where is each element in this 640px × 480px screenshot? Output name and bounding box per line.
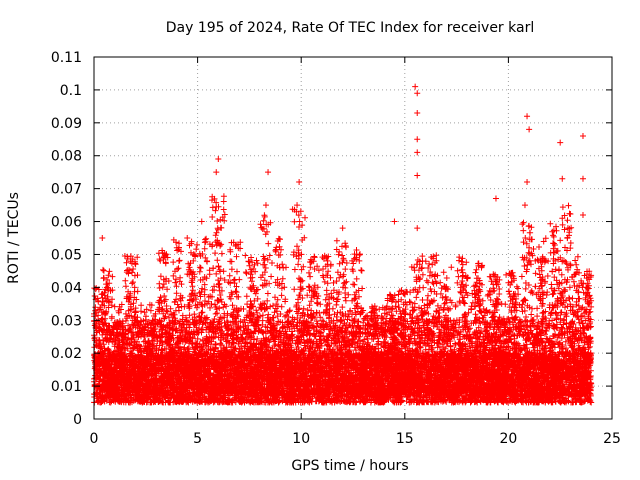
outlier-point — [414, 90, 421, 97]
chart-title: Day 195 of 2024, Rate Of TEC Index for r… — [166, 20, 534, 36]
outlier-point — [198, 218, 205, 225]
outlier-point — [557, 139, 564, 146]
y-tick-label: 0.05 — [51, 247, 82, 263]
outlier-point — [579, 132, 586, 139]
outlier-point — [414, 149, 421, 156]
y-tick-label: 0.1 — [60, 83, 82, 99]
outlier-point — [414, 136, 421, 143]
y-tick-label: 0.04 — [51, 280, 82, 296]
outlier-point — [262, 202, 269, 209]
y-tick-label: 0.11 — [51, 50, 82, 66]
grid-lines — [94, 57, 612, 419]
y-tick-label: 0.08 — [51, 149, 82, 165]
axis-ticks — [93, 56, 613, 420]
outlier-point — [414, 225, 421, 232]
x-tick-label: 25 — [603, 431, 621, 447]
outlier-point — [521, 202, 528, 209]
outlier-point — [339, 225, 346, 232]
y-tick-label: 0.07 — [51, 182, 82, 198]
outlier-point — [524, 179, 531, 186]
y-axis-tick-labels: 0 0.01 0.02 0.03 0.04 0.05 0.06 0.07 0.08 0.09 0.1… — [51, 50, 82, 428]
x-tick-label: 5 — [193, 431, 202, 447]
x-tick-label: 0 — [90, 431, 99, 447]
outlier-point — [526, 126, 533, 133]
y-tick-label: 0.03 — [51, 313, 82, 329]
plot-frame — [93, 56, 613, 420]
outlier-point — [391, 218, 398, 225]
data-points — [91, 83, 595, 406]
x-axis-tick-labels: 0 5 10 15 20 25 — [90, 431, 621, 447]
y-tick-label: 0.09 — [51, 116, 82, 132]
outlier-point — [414, 172, 421, 179]
outlier-point — [215, 156, 222, 163]
outlier-point — [265, 169, 272, 176]
y-tick-label: 0.01 — [51, 379, 82, 395]
outlier-point — [579, 175, 586, 182]
x-tick-label: 10 — [292, 431, 310, 447]
outlier-point — [492, 195, 499, 202]
outlier-point — [296, 179, 303, 186]
outlier-point — [579, 211, 586, 218]
outlier-point — [412, 83, 419, 90]
outlier-point — [524, 113, 531, 120]
outlier-point — [184, 235, 191, 241]
x-axis-title: GPS time / hours — [291, 458, 408, 474]
outlier-point — [559, 175, 566, 182]
y-tick-label: 0.06 — [51, 215, 82, 231]
y-tick-label: 0.02 — [51, 346, 82, 362]
outlier-point — [294, 202, 301, 209]
outlier-point — [559, 215, 566, 222]
x-tick-label: 15 — [396, 431, 414, 447]
roti-points — [91, 193, 595, 406]
y-axis-title: ROTI / TECUs — [6, 192, 22, 284]
outlier-point — [414, 109, 421, 116]
outlier-point — [99, 235, 106, 241]
y-tick-label: 0 — [73, 412, 82, 428]
outlier-point — [213, 169, 220, 176]
x-tick-label: 20 — [499, 431, 517, 447]
